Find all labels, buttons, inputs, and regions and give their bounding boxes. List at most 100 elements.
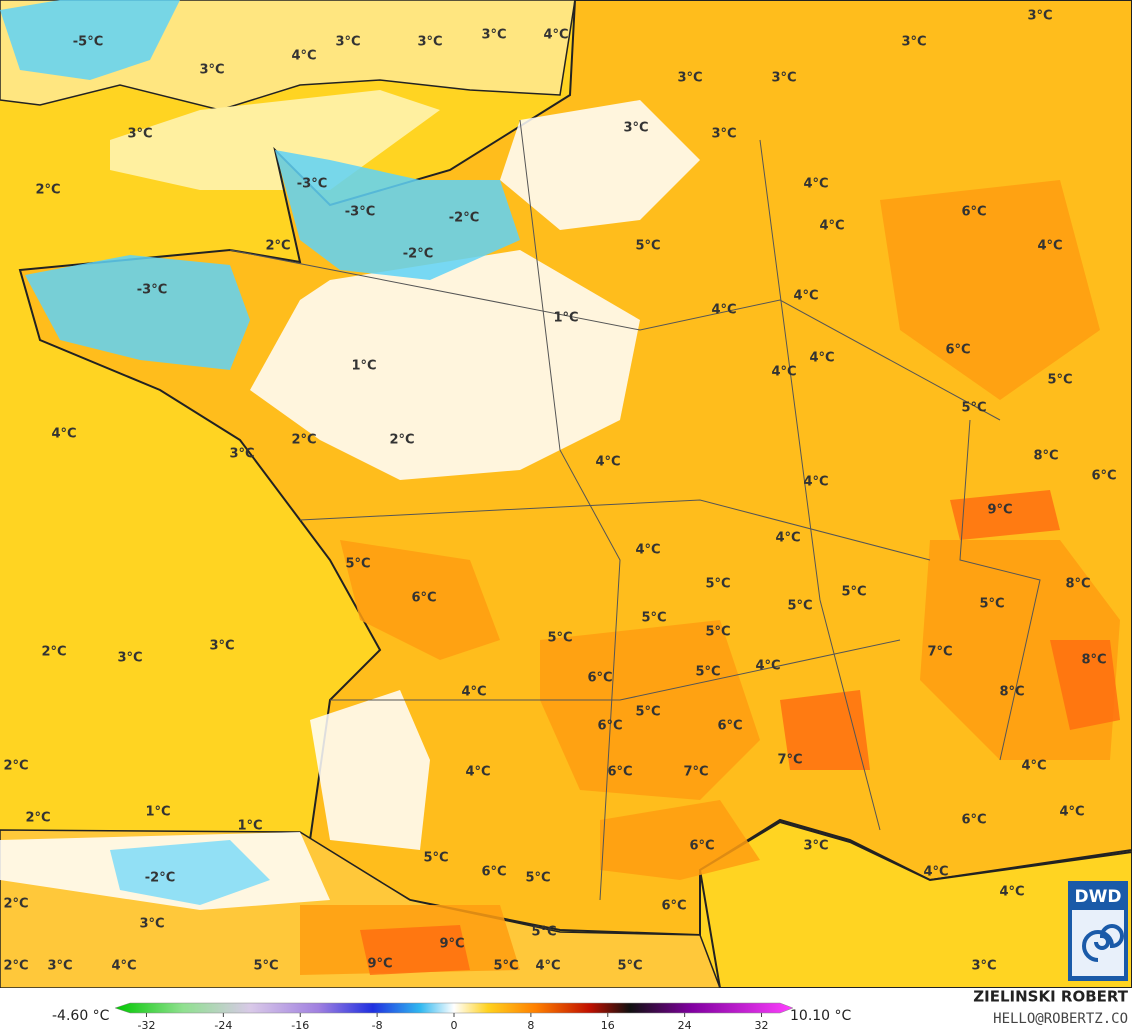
temperature-label: 4°C bbox=[999, 885, 1024, 900]
logo-text: DWD bbox=[1075, 887, 1122, 907]
temperature-label: 3°C bbox=[199, 63, 224, 78]
temperature-label: 3°C bbox=[901, 35, 926, 50]
temperature-label: 3°C bbox=[1027, 9, 1052, 24]
temperature-label: 3°C bbox=[47, 959, 72, 974]
temperature-label: 4°C bbox=[461, 685, 486, 700]
temperature-label: 8°C bbox=[1065, 577, 1090, 592]
temperature-label: 6°C bbox=[961, 813, 986, 828]
temperature-label: 8°C bbox=[1081, 653, 1106, 668]
temperature-label: 6°C bbox=[945, 343, 970, 358]
temperature-label: -2°C bbox=[145, 871, 175, 886]
temperature-label: 6°C bbox=[607, 765, 632, 780]
temperature-label: 5°C bbox=[979, 597, 1004, 612]
border bbox=[959, 419, 1041, 761]
temperature-label: 3°C bbox=[623, 121, 648, 136]
temperature-label: 4°C bbox=[793, 289, 818, 304]
colorbar-tick-label: -32 bbox=[137, 1019, 155, 1032]
temperature-label: 2°C bbox=[291, 433, 316, 448]
temperature-label: 4°C bbox=[771, 365, 796, 380]
colorbar-tick-label: 8 bbox=[527, 1019, 534, 1032]
temperature-label: -3°C bbox=[297, 177, 327, 192]
temperature-label: 3°C bbox=[771, 71, 796, 86]
border bbox=[299, 499, 931, 561]
temperature-label: 9°C bbox=[439, 937, 464, 952]
border bbox=[759, 139, 881, 831]
temperature-label: 3°C bbox=[677, 71, 702, 86]
temperature-label: -3°C bbox=[345, 205, 375, 220]
temperature-label: 4°C bbox=[923, 865, 948, 880]
temperature-label: 1°C bbox=[237, 819, 262, 834]
temperature-label: 5°C bbox=[695, 665, 720, 680]
temperature-label: 5°C bbox=[635, 705, 660, 720]
temperature-label: 4°C bbox=[111, 959, 136, 974]
temperature-label: 2°C bbox=[3, 759, 28, 774]
temperature-label: 4°C bbox=[1021, 759, 1046, 774]
temperature-label: 4°C bbox=[1059, 805, 1084, 820]
temperature-label: 8°C bbox=[999, 685, 1024, 700]
temperature-label: 7°C bbox=[683, 765, 708, 780]
temperature-label: 6°C bbox=[961, 205, 986, 220]
cold-blue bbox=[110, 840, 270, 905]
temperature-label: 1°C bbox=[351, 359, 376, 374]
temperature-label: 4°C bbox=[755, 659, 780, 674]
temperature-label: 5°C bbox=[641, 611, 666, 626]
cold-white bbox=[310, 690, 430, 850]
temperature-label: 2°C bbox=[41, 645, 66, 660]
temperature-label: 2°C bbox=[35, 183, 60, 198]
colorbar-tick-label: 24 bbox=[678, 1019, 692, 1032]
temperature-label: 6°C bbox=[717, 719, 742, 734]
cold-blue bbox=[275, 150, 520, 280]
temperature-label: 4°C bbox=[535, 959, 560, 974]
temperature-label: 5°C bbox=[787, 599, 812, 614]
temperature-label: 3°C bbox=[481, 28, 506, 43]
temperature-label: 4°C bbox=[809, 351, 834, 366]
temperature-label: 5°C bbox=[635, 239, 660, 254]
temperature-label: 6°C bbox=[411, 591, 436, 606]
temperature-label: 8°C bbox=[1033, 449, 1058, 464]
temperature-label: 3°C bbox=[127, 127, 152, 142]
temperature-label: 5°C bbox=[547, 631, 572, 646]
warm-red bbox=[950, 490, 1060, 540]
temperature-label: 4°C bbox=[803, 177, 828, 192]
temperature-label: 5°C bbox=[253, 959, 278, 974]
colorbar-tick-label: 16 bbox=[601, 1019, 615, 1032]
temperature-label: 6°C bbox=[597, 719, 622, 734]
temperature-label: 4°C bbox=[775, 531, 800, 546]
temperature-label: 4°C bbox=[803, 475, 828, 490]
credit-contact: HELLO@ROBERTZ.CO bbox=[993, 1011, 1128, 1027]
temperature-label: 5°C bbox=[841, 585, 866, 600]
logo-swirl bbox=[1082, 924, 1124, 962]
temperature-label: 3°C bbox=[971, 959, 996, 974]
temperature-label: 9°C bbox=[987, 503, 1012, 518]
warm-orange bbox=[340, 540, 500, 660]
temperature-label: 4°C bbox=[635, 543, 660, 558]
temperature-label: 3°C bbox=[117, 651, 142, 666]
temperature-label: 3°C bbox=[711, 127, 736, 142]
temperature-label: 1°C bbox=[553, 311, 578, 326]
temperature-label: 5°C bbox=[531, 925, 556, 940]
warm-orange bbox=[540, 620, 760, 800]
temperature-label: 5°C bbox=[1047, 373, 1072, 388]
colorbar-tick-label: -8 bbox=[372, 1019, 383, 1032]
temperature-label: 2°C bbox=[3, 897, 28, 912]
temperature-label: -2°C bbox=[449, 211, 479, 226]
cold-white bbox=[500, 100, 700, 230]
colorbar bbox=[114, 1002, 794, 1014]
temperature-label: 3°C bbox=[229, 447, 254, 462]
temperature-label: 2°C bbox=[3, 959, 28, 974]
temperature-label: 5°C bbox=[705, 625, 730, 640]
warm-red bbox=[360, 925, 470, 975]
warm-red bbox=[1050, 640, 1120, 730]
border bbox=[229, 249, 1001, 421]
north-sea-pale bbox=[110, 90, 440, 190]
temperature-label: 9°C bbox=[367, 957, 392, 972]
temperature-label: 5°C bbox=[961, 401, 986, 416]
temperature-label: 2°C bbox=[389, 433, 414, 448]
temperature-label: 3°C bbox=[417, 35, 442, 50]
temperature-label: 2°C bbox=[265, 239, 290, 254]
temperature-label: 6°C bbox=[481, 865, 506, 880]
temperature-label: 2°C bbox=[25, 811, 50, 826]
temperature-label: 4°C bbox=[543, 28, 568, 43]
temperature-label: 5°C bbox=[525, 871, 550, 886]
